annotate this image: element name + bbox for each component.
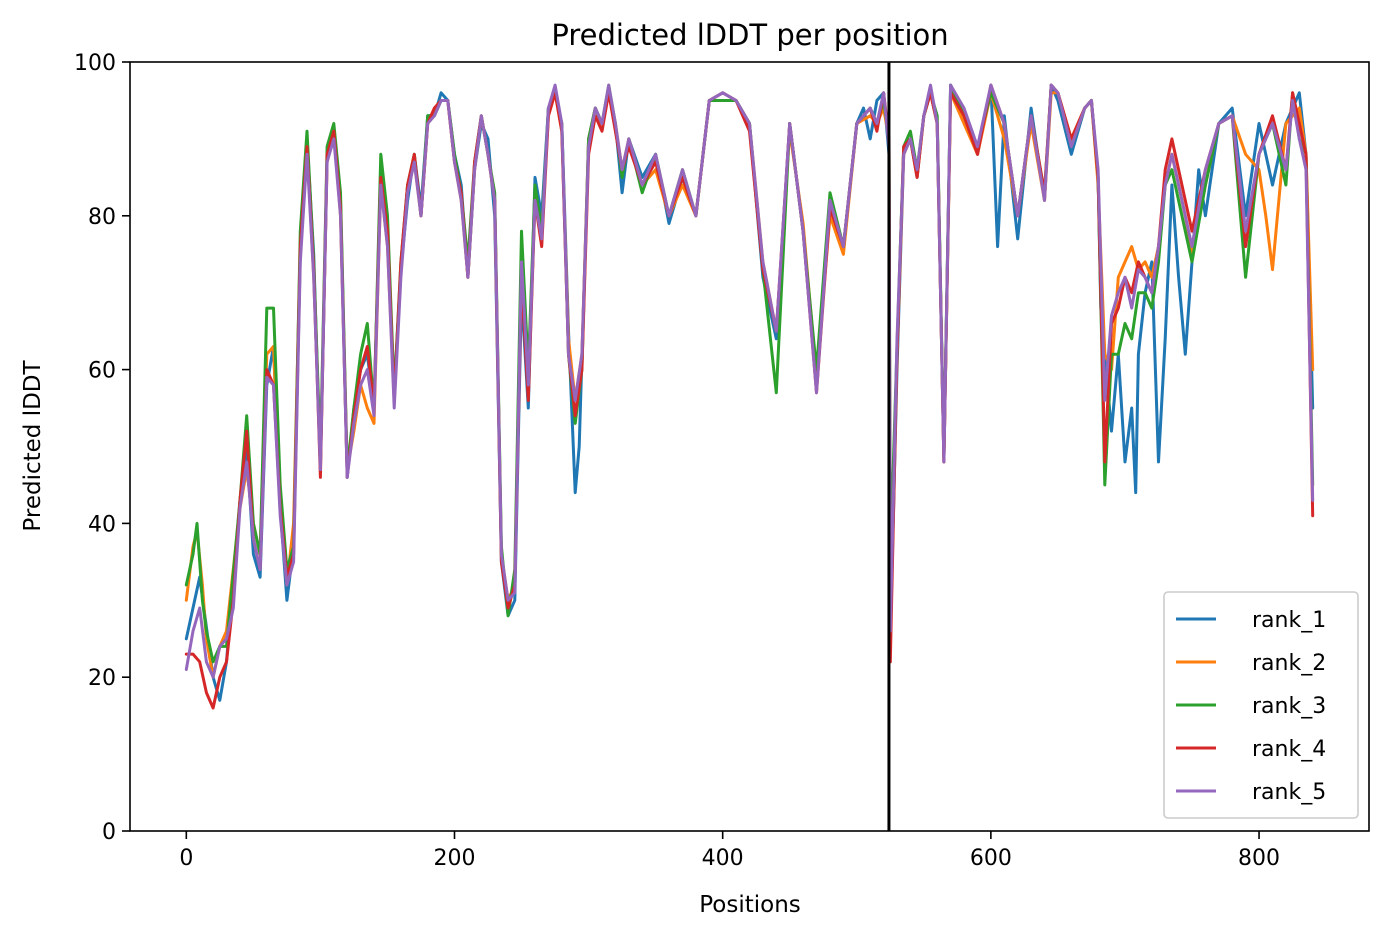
y-axis-label: Predicted lDDT [20,359,46,531]
y-tick-label: 80 [88,205,116,230]
x-tick-label: 200 [434,846,476,871]
y-tick-label: 60 [88,359,116,384]
x-tick-label: 400 [702,846,744,871]
y-tick-label: 0 [102,820,116,845]
plot-area: 0 200 400 600 800 0 20 40 60 80 100 [74,51,1370,871]
y-tick-label: 20 [88,666,116,691]
series-line-rank_3 [184,83,1315,664]
legend-label-rank_4: rank_4 [1252,737,1326,762]
series-line-rank_4 [184,83,1315,710]
legend-label-rank_5: rank_5 [1252,780,1326,805]
x-tick-label: 600 [970,846,1012,871]
series-line-rank_5 [184,83,1315,679]
legend: rank_1 rank_2 rank_3 rank_4 rank_5 [1163,591,1359,819]
legend-label-rank_1: rank_1 [1252,608,1326,633]
x-axis-label: Positions [699,892,801,918]
chart-title: Predicted lDDT per position [551,18,948,52]
plot-frame [129,61,1370,832]
legend-box [1163,591,1359,819]
y-tick-label: 100 [74,51,116,76]
y-tick-label: 40 [88,512,116,537]
legend-label-rank_3: rank_3 [1252,694,1326,719]
legend-label-rank_2: rank_2 [1252,651,1326,676]
x-tick-label: 0 [179,846,193,871]
x-tick-label: 800 [1238,846,1280,871]
